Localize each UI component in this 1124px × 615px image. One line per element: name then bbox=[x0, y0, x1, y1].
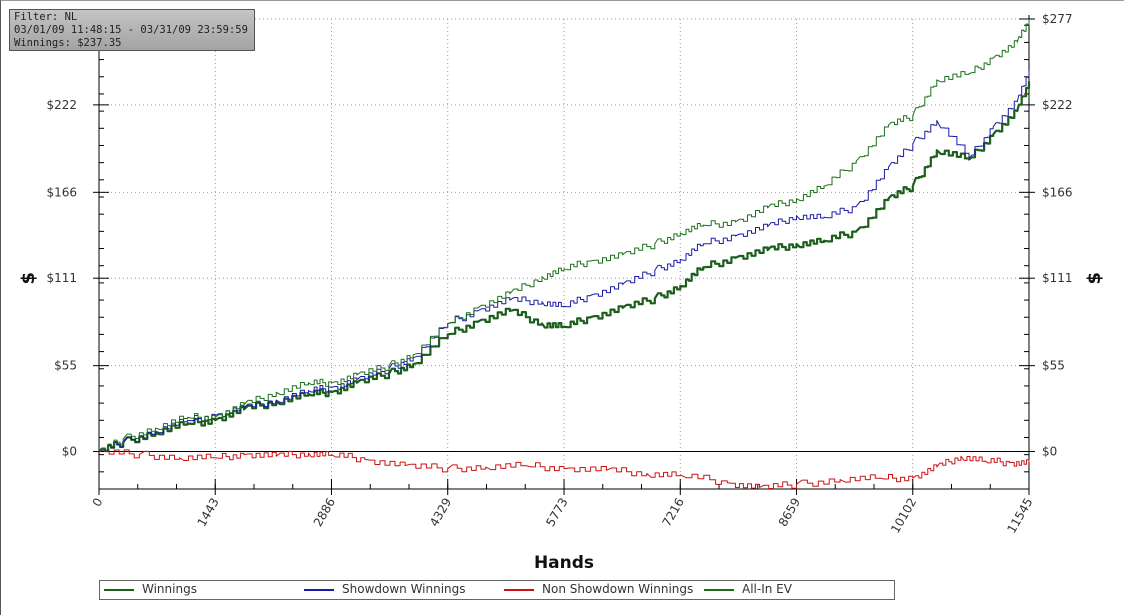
y-tick-label-right: $166 bbox=[1042, 185, 1073, 199]
x-tick-label: 11545 bbox=[1004, 496, 1035, 536]
legend-label: Non Showdown Winnings bbox=[542, 582, 694, 596]
y-tick-label-left: $166 bbox=[46, 185, 77, 199]
winnings-label: Winnings: $237.35 bbox=[14, 37, 122, 49]
x-tick-label: 2886 bbox=[311, 496, 338, 529]
filter-label: Filter: NL bbox=[14, 11, 78, 23]
info-box: Filter: NL 03/01/09 11:48:15 - 03/31/09 … bbox=[9, 9, 255, 51]
series-line-non-showdown-winnings bbox=[98, 449, 1030, 489]
y-tick-label-left: $222 bbox=[46, 98, 77, 112]
series-line-all-in-ev bbox=[98, 19, 1030, 452]
legend-label: Winnings bbox=[142, 582, 197, 596]
x-axis-label: Hands bbox=[534, 553, 594, 573]
legend-swatch bbox=[504, 589, 534, 591]
y-tick-label-right: $222 bbox=[1042, 98, 1073, 112]
y-tick-label-right: $0 bbox=[1042, 445, 1057, 459]
x-tick-label: 1443 bbox=[194, 496, 221, 529]
y-tick-label-right: $55 bbox=[1042, 359, 1065, 373]
legend-label: All-In EV bbox=[742, 582, 792, 596]
x-tick-label: 10102 bbox=[888, 496, 919, 536]
legend-swatch bbox=[104, 589, 134, 591]
series-line-showdown-winnings bbox=[98, 70, 1030, 452]
legend-swatch bbox=[704, 589, 734, 591]
x-tick-label: 0 bbox=[90, 496, 106, 510]
legend-swatch bbox=[304, 589, 334, 591]
legend-label: Showdown Winnings bbox=[342, 582, 466, 596]
y-tick-label-left: $55 bbox=[54, 359, 77, 373]
date-range-label: 03/01/09 11:48:15 - 03/31/09 23:59:59 bbox=[14, 24, 248, 36]
legend: Winnings Showdown Winnings Non Showdown Wi… bbox=[99, 580, 895, 600]
y-tick-label-right: $277 bbox=[1042, 12, 1073, 26]
x-tick-label: 7216 bbox=[659, 496, 686, 529]
x-tick-label: 5773 bbox=[543, 496, 570, 529]
y-tick-label-left: $0 bbox=[62, 445, 77, 459]
y-axis-label-left: $ bbox=[18, 272, 39, 285]
x-tick-label: 4329 bbox=[427, 496, 454, 529]
y-tick-label-right: $111 bbox=[1042, 271, 1073, 285]
series-line-winnings bbox=[98, 81, 1031, 453]
y-tick-label-left: $111 bbox=[46, 271, 77, 285]
x-tick-label: 8659 bbox=[776, 496, 803, 529]
y-axis-label-right: $ bbox=[1084, 272, 1105, 285]
